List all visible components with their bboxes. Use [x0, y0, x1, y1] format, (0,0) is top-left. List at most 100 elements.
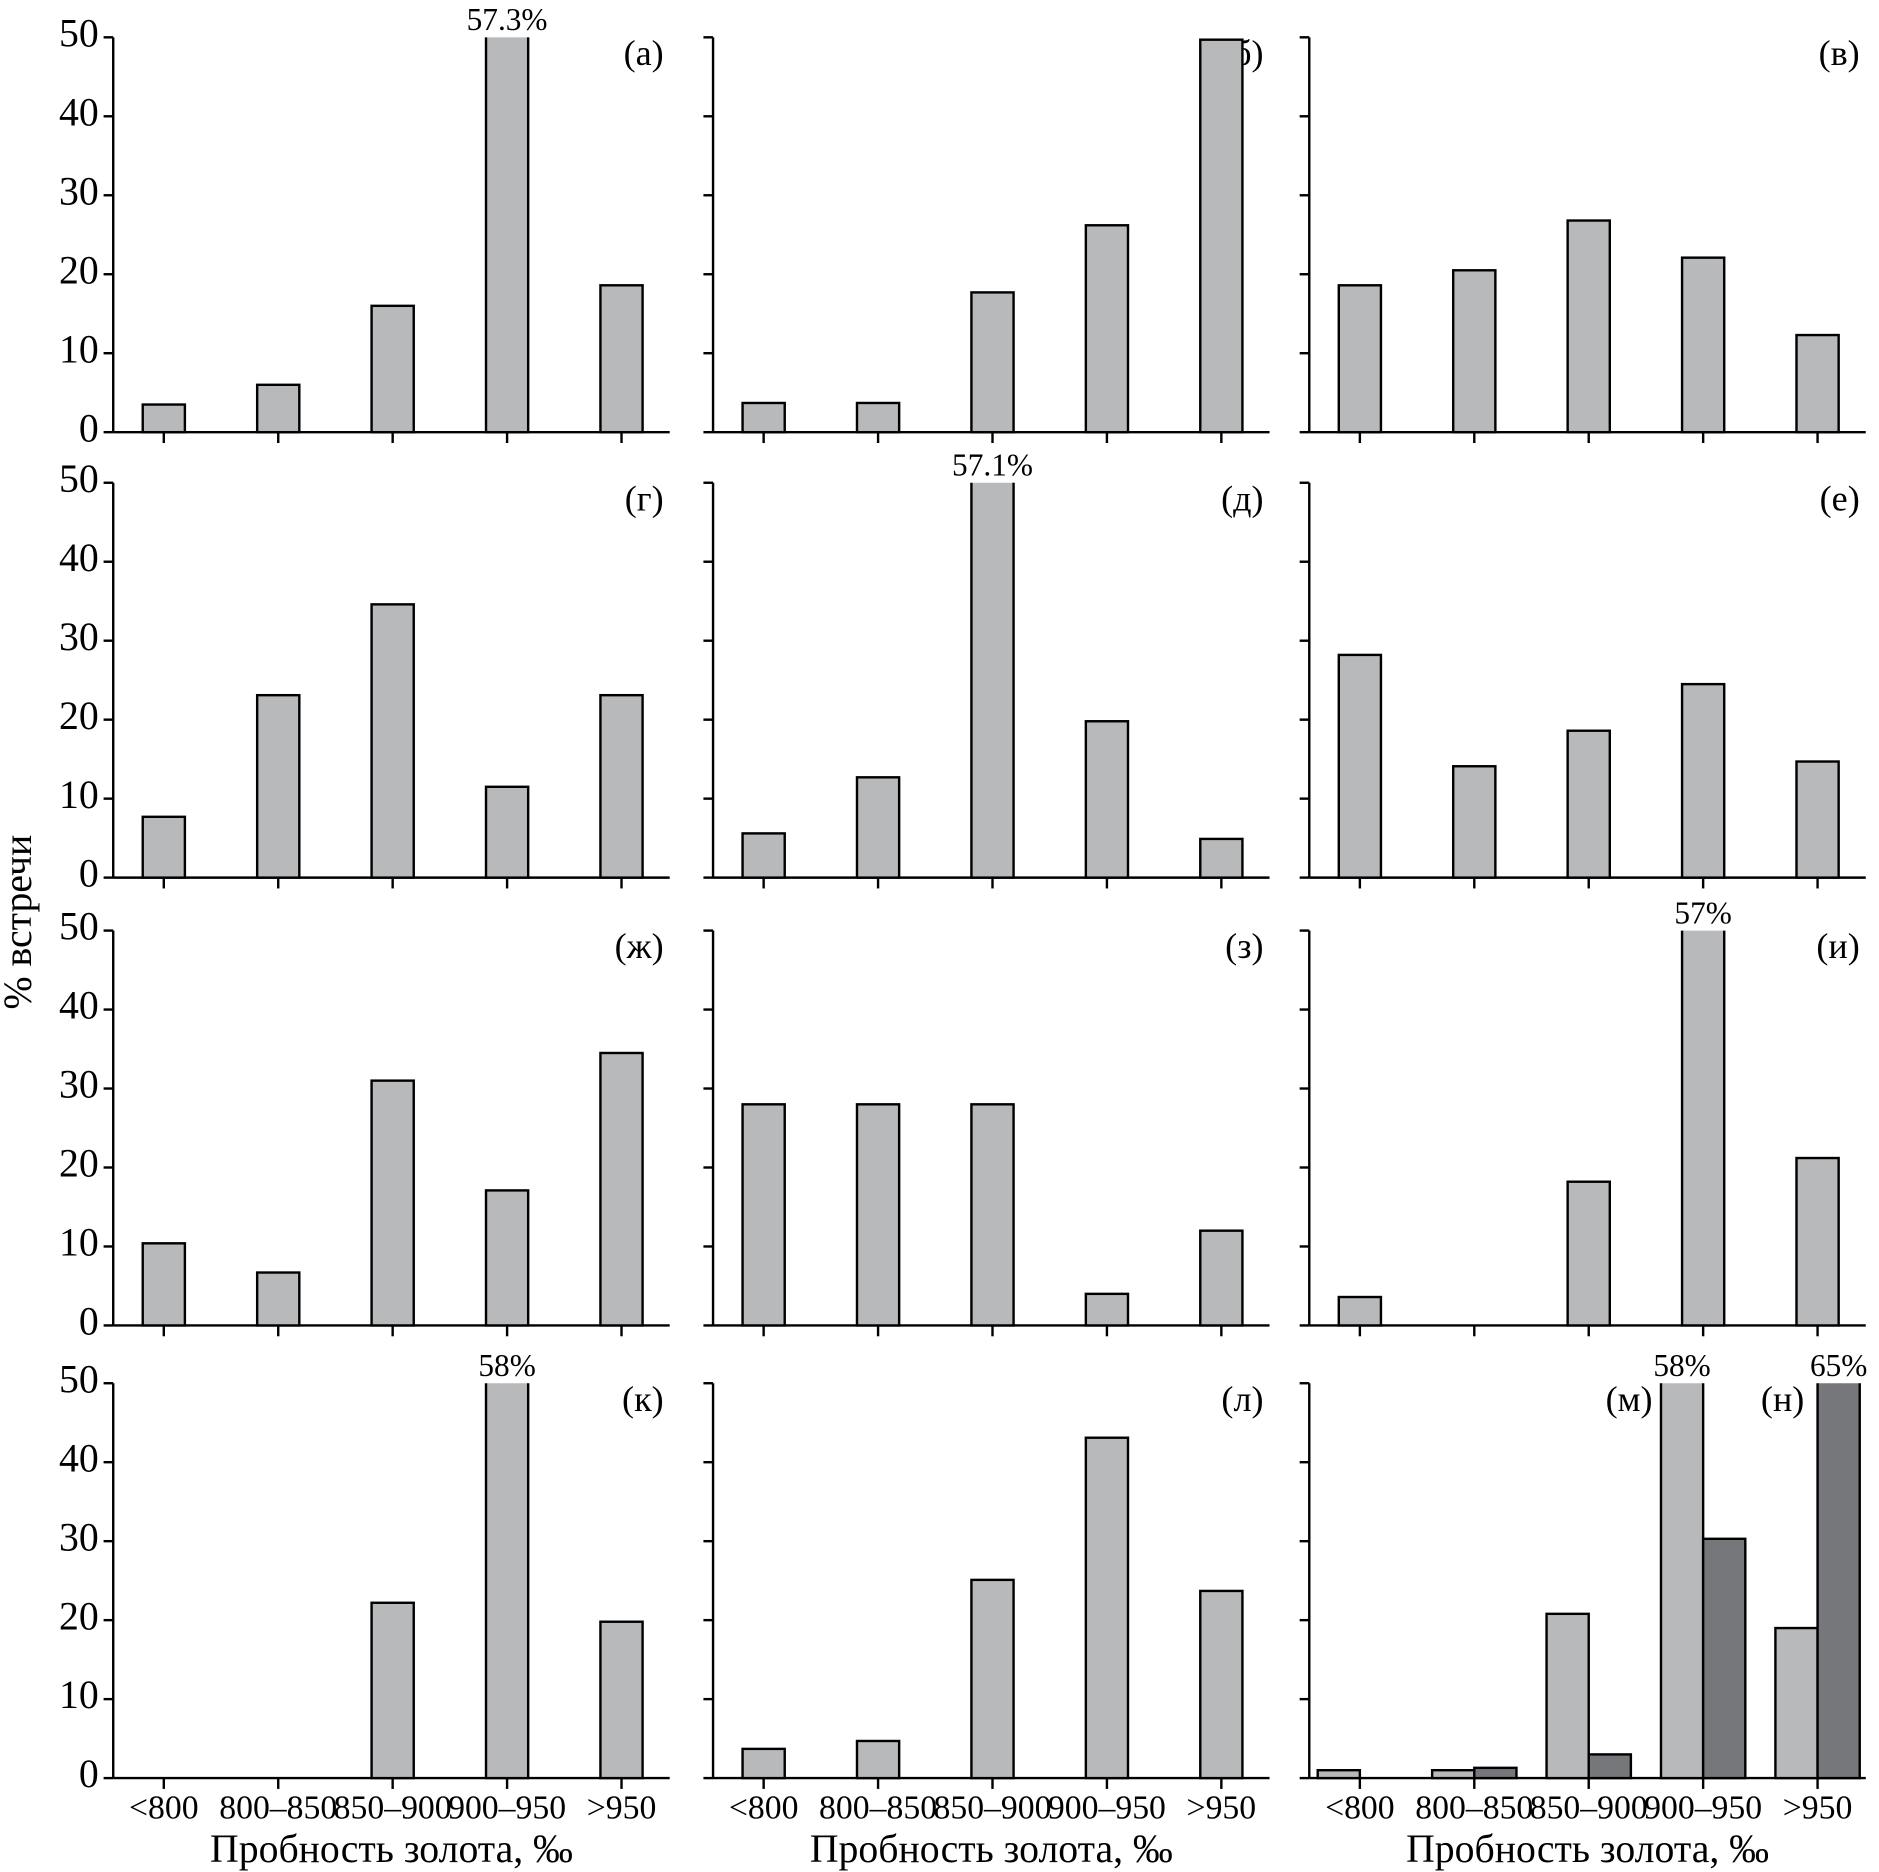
bar — [1199, 1589, 1244, 1780]
bar — [141, 1242, 187, 1327]
bar — [484, 1383, 530, 1780]
bar — [255, 693, 301, 879]
plot-area — [741, 1436, 1244, 1780]
bar — [484, 1189, 530, 1327]
bar — [1587, 1753, 1633, 1780]
y-tick-label: 40 — [59, 1436, 99, 1480]
bar — [141, 815, 187, 879]
bar — [1795, 760, 1840, 879]
plot-area — [141, 1051, 644, 1327]
panel-label: (д) — [1221, 478, 1263, 518]
x-axis-label: Пробность золота, ‰ — [810, 1827, 1173, 1871]
bar — [1680, 682, 1726, 879]
x-tick-label: 900–950 — [448, 1789, 566, 1826]
panel-label: (и) — [1816, 926, 1859, 966]
bar — [1473, 1766, 1518, 1780]
bar — [1084, 1436, 1130, 1780]
bar — [1680, 256, 1726, 434]
bar — [1566, 219, 1612, 434]
x-tick-label: 900–950 — [1644, 1789, 1762, 1826]
x-tick-label: <800 — [1325, 1789, 1395, 1826]
bar — [599, 1051, 644, 1327]
plot-area — [741, 38, 1244, 434]
y-tick-label: 30 — [59, 1515, 99, 1559]
value-label: 58% — [478, 1348, 535, 1383]
y-tick-label: 40 — [59, 536, 99, 580]
bar — [970, 291, 1015, 434]
plot-area — [141, 603, 644, 879]
x-tick-label: 800–850 — [1415, 1789, 1533, 1826]
bar — [855, 776, 901, 879]
bar — [970, 1578, 1015, 1780]
y-tick-label: 50 — [59, 1357, 99, 1401]
bar — [855, 401, 901, 434]
bar — [1084, 224, 1130, 434]
bar — [1337, 284, 1383, 434]
panel-label: (а) — [624, 33, 664, 73]
plot-area — [1316, 1383, 1861, 1780]
bar — [1816, 1383, 1861, 1780]
y-tick-label: 30 — [59, 615, 99, 659]
bar — [599, 1620, 644, 1780]
x-tick-label: 900–950 — [1048, 1789, 1166, 1826]
panel-label: (е) — [1820, 478, 1860, 518]
x-tick-label: >950 — [1783, 1789, 1853, 1826]
plot-area — [141, 37, 644, 434]
plot-area — [1337, 219, 1840, 434]
bar — [1199, 1229, 1244, 1327]
y-tick-label: 50 — [59, 457, 99, 501]
y-tick-label: 20 — [59, 694, 99, 738]
bar — [1084, 720, 1130, 879]
x-tick-label: >950 — [587, 1789, 657, 1826]
bar — [1659, 1383, 1705, 1780]
bar — [1316, 1768, 1362, 1780]
x-tick-label: 850–900 — [334, 1789, 452, 1826]
bar — [741, 401, 786, 434]
y-tick-label: 20 — [59, 1594, 99, 1638]
bar — [1566, 729, 1612, 879]
bar — [1084, 1292, 1130, 1327]
bar — [599, 693, 644, 879]
y-tick-label: 50 — [59, 905, 99, 949]
panel-label: (ж) — [615, 926, 664, 966]
bar — [855, 1103, 901, 1327]
plot-area — [741, 482, 1244, 879]
y-tick-label: 30 — [59, 1063, 99, 1107]
y-tick-label: 0 — [79, 1300, 99, 1344]
bar — [484, 785, 530, 879]
y-tick-label: 10 — [59, 327, 99, 371]
bar — [1199, 38, 1244, 434]
x-axis-label: Пробность золота, ‰ — [1406, 1827, 1769, 1871]
panel-label: (в) — [1819, 33, 1860, 73]
bar — [370, 304, 415, 434]
y-tick-label: 20 — [59, 1142, 99, 1186]
value-label: 57.1% — [952, 447, 1033, 482]
x-tick-label: 800–850 — [819, 1789, 937, 1826]
bar — [855, 1739, 901, 1780]
bar — [1774, 1626, 1819, 1780]
value-label: 57.3% — [467, 2, 548, 37]
bar — [255, 1271, 301, 1327]
value-label: 57% — [1674, 895, 1731, 930]
bar — [1566, 1180, 1612, 1327]
plot-area — [1337, 653, 1840, 879]
y-tick-label: 0 — [79, 406, 99, 450]
bar — [141, 403, 187, 434]
bar — [1545, 1612, 1590, 1780]
y-tick-label: 40 — [59, 90, 99, 134]
bar — [255, 383, 301, 434]
panel-label: (з) — [1225, 926, 1263, 966]
bar — [1337, 1295, 1383, 1327]
bar — [1337, 653, 1383, 879]
legend-label: (н) — [1761, 1379, 1804, 1419]
bar — [970, 482, 1015, 879]
bar — [1701, 1537, 1747, 1780]
y-tick-label: 50 — [59, 11, 99, 55]
bar — [741, 1103, 786, 1327]
plot-area — [370, 1383, 644, 1780]
bar — [1452, 765, 1497, 879]
panel-label: (л) — [1221, 1379, 1263, 1419]
bar — [1199, 837, 1244, 879]
x-tick-label: >950 — [1187, 1789, 1257, 1826]
